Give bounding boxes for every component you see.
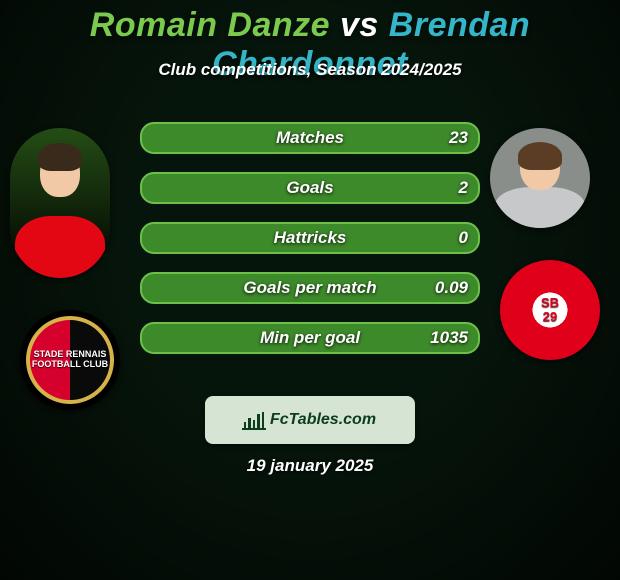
stat-right-value: 2 bbox=[459, 178, 468, 198]
stat-row-matches: Matches 23 bbox=[140, 122, 480, 154]
club1-name: STADE RENNAISFOOTBALL CLUB bbox=[32, 350, 108, 370]
player1-club-logo: STADE RENNAISFOOTBALL CLUB bbox=[20, 310, 120, 410]
stat-label: Goals per match bbox=[243, 278, 376, 298]
stat-bars: Matches 23 Goals 2 Hattricks 0 Goals per match… bbox=[140, 122, 480, 372]
stat-right-value: 0 bbox=[459, 228, 468, 248]
stat-label: Matches bbox=[276, 128, 344, 148]
player1-hair bbox=[38, 143, 82, 171]
stat-label: Goals bbox=[286, 178, 333, 198]
fctables-text: FcTables.com bbox=[270, 411, 376, 429]
generation-date: 19 january 2025 bbox=[0, 456, 620, 476]
player2-jersey bbox=[495, 187, 585, 228]
bar-chart-icon bbox=[244, 412, 264, 428]
stat-row-goals-per-match: Goals per match 0.09 bbox=[140, 272, 480, 304]
stat-label: Min per goal bbox=[260, 328, 360, 348]
club2-name: SB29 bbox=[541, 296, 559, 325]
stat-row-min-per-goal: Min per goal 1035 bbox=[140, 322, 480, 354]
stat-right-value: 23 bbox=[449, 128, 468, 148]
fctables-logo: FcTables.com bbox=[205, 396, 415, 444]
vs-label: vs bbox=[340, 6, 379, 44]
stat-row-goals: Goals 2 bbox=[140, 172, 480, 204]
stat-right-value: 0.09 bbox=[435, 278, 468, 298]
player1-name: Romain Danze bbox=[90, 6, 330, 44]
comparison-card: Romain Danze vs Brendan Chardonnet Club … bbox=[0, 0, 620, 580]
stat-right-value: 1035 bbox=[430, 328, 468, 348]
stat-label: Hattricks bbox=[274, 228, 347, 248]
player2-hair bbox=[518, 142, 562, 170]
player2-photo bbox=[490, 128, 590, 228]
player2-club-logo: SB29 bbox=[500, 260, 600, 360]
player1-photo bbox=[10, 128, 110, 278]
stat-row-hattricks: Hattricks 0 bbox=[140, 222, 480, 254]
card-subtitle: Club competitions, Season 2024/2025 bbox=[0, 60, 620, 80]
player1-jersey bbox=[15, 216, 105, 279]
